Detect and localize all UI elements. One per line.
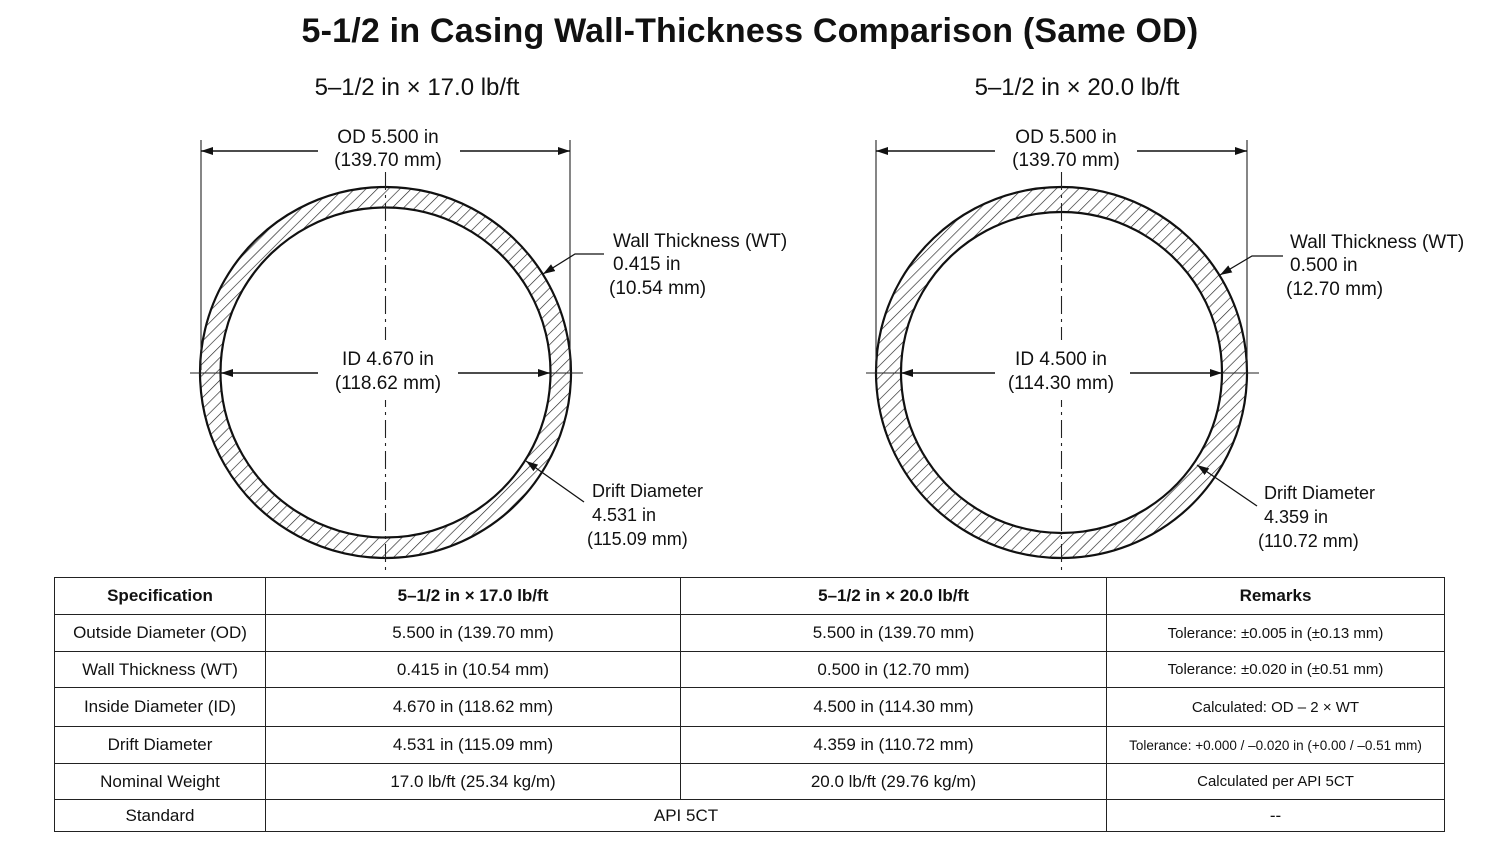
pipe-left-id-label: ID 4.670 in (342, 349, 434, 370)
pipe-right-od-label: OD 5.500 in (1015, 127, 1116, 148)
pipe-left-od-label-mm: (139.70 mm) (334, 150, 442, 171)
table-cell: Calculated per API 5CT (1106, 763, 1445, 800)
table-row: Nominal Weight 17.0 lb/ft (25.34 kg/m) 2… (54, 763, 1445, 800)
specification-table: Specification 5–1/2 in × 17.0 lb/ft 5–1/… (54, 577, 1445, 832)
pipe-right-heading: 5–1/2 in × 20.0 lb/ft (975, 74, 1180, 101)
table-cell: 5.500 in (139.70 mm) (265, 614, 681, 652)
pipe-right-wall (874, 185, 1249, 560)
table-cell: Wall Thickness (WT) (54, 651, 266, 688)
table-header-cell: 5–1/2 in × 17.0 lb/ft (265, 577, 681, 615)
casing-drawing: 5–1/2 in × 17.0 lb/ft OD 5.500 in (139.7… (190, 74, 1464, 570)
pipe-right-drift-leader (1196, 464, 1258, 507)
pipe-right-wt-value: 0.500 in (1290, 255, 1358, 276)
pipe-left-drift-leader (525, 460, 585, 503)
pipe-left-od-label: OD 5.500 in (337, 127, 438, 148)
pipe-right-drift-value-mm: (110.72 mm) (1258, 531, 1359, 551)
pipe-right-wt-value-mm: (12.70 mm) (1286, 279, 1383, 300)
table-cell: 4.670 in (118.62 mm) (265, 687, 681, 727)
table-cell: Outside Diameter (OD) (54, 614, 266, 652)
pipe-left-id-label-mm: (118.62 mm) (335, 373, 441, 394)
pipe-left-wt-value: 0.415 in (613, 254, 681, 275)
table-row: Inside Diameter (ID) 4.670 in (118.62 mm… (54, 687, 1445, 727)
pipe-left-wall (198, 185, 573, 560)
pipe-right-drift-label: Drift Diameter (1264, 483, 1375, 503)
table-header-cell: 5–1/2 in × 20.0 lb/ft (680, 577, 1107, 615)
table-cell: 0.500 in (12.70 mm) (680, 651, 1107, 688)
table-cell: 5.500 in (139.70 mm) (680, 614, 1107, 652)
pipe-left-drift-value-mm: (115.09 mm) (587, 529, 688, 549)
pipe-right-wt-label: Wall Thickness (WT) (1290, 232, 1464, 253)
pipe-left: 5–1/2 in × 17.0 lb/ft OD 5.500 in (139.7… (190, 74, 787, 570)
table-header-cell: Specification (54, 577, 266, 615)
table-cell: 20.0 lb/ft (29.76 kg/m) (680, 763, 1107, 800)
pipe-right-id-label-mm: (114.30 mm) (1008, 373, 1114, 394)
table-cell: Tolerance: +0.000 / –0.020 in (+0.00 / –… (1106, 726, 1445, 764)
table-cell: 0.415 in (10.54 mm) (265, 651, 681, 688)
pipe-left-drift-label: Drift Diameter (592, 481, 703, 501)
pipe-right: 5–1/2 in × 20.0 lb/ft OD 5.500 in (139.7… (866, 74, 1464, 570)
table-row: Drift Diameter 4.531 in (115.09 mm) 4.35… (54, 726, 1445, 764)
pipe-left-drift-value: 4.531 in (592, 505, 656, 525)
table-cell: Tolerance: ±0.020 in (±0.51 mm) (1106, 651, 1445, 688)
table-cell: Calculated: OD – 2 × WT (1106, 687, 1445, 727)
pipe-left-wt-leader (542, 253, 604, 275)
table-header-cell: Remarks (1106, 577, 1445, 615)
table-cell: Inside Diameter (ID) (54, 687, 266, 727)
pipe-right-id-label: ID 4.500 in (1015, 349, 1107, 370)
pipe-right-drift-value: 4.359 in (1264, 507, 1328, 527)
table-cell: Tolerance: ±0.005 in (±0.13 mm) (1106, 614, 1445, 652)
table-row: Standard API 5CT -- (54, 799, 1445, 832)
table-cell: 4.500 in (114.30 mm) (680, 687, 1107, 727)
table-header-row: Specification 5–1/2 in × 17.0 lb/ft 5–1/… (54, 577, 1445, 615)
pipe-right-od-label-mm: (139.70 mm) (1012, 150, 1120, 171)
table-cell: 4.531 in (115.09 mm) (265, 726, 681, 764)
pipe-left-heading: 5–1/2 in × 17.0 lb/ft (315, 74, 520, 101)
pipe-right-wt-leader (1219, 255, 1283, 276)
table-row: Wall Thickness (WT) 0.415 in (10.54 mm) … (54, 651, 1445, 688)
table-cell: 4.359 in (110.72 mm) (680, 726, 1107, 764)
table-cell: Drift Diameter (54, 726, 266, 764)
table-cell: 17.0 lb/ft (25.34 kg/m) (265, 763, 681, 800)
table-cell: Standard (54, 799, 266, 832)
page-title: 5-1/2 in Casing Wall-Thickness Compariso… (301, 12, 1199, 50)
pipe-left-wt-value-mm: (10.54 mm) (609, 278, 706, 299)
pipe-left-wt-label: Wall Thickness (WT) (613, 231, 787, 252)
table-cell: API 5CT (265, 799, 1107, 832)
table-row: Outside Diameter (OD) 5.500 in (139.70 m… (54, 614, 1445, 652)
table-cell: Nominal Weight (54, 763, 266, 800)
table-cell: -- (1106, 799, 1445, 832)
